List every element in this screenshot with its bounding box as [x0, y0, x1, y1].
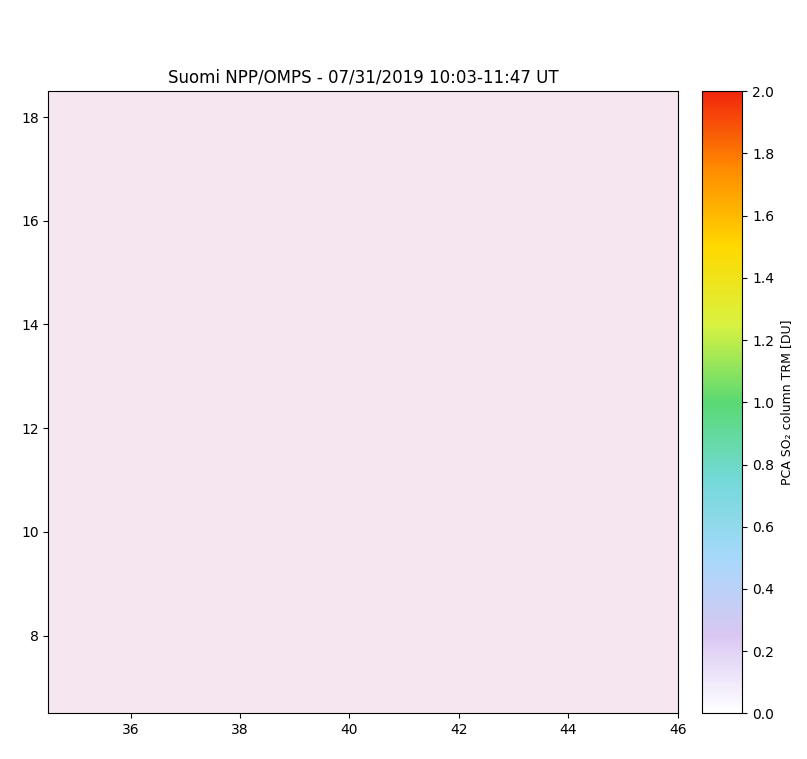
Title: Suomi NPP/OMPS - 07/31/2019 10:03-11:47 UT: Suomi NPP/OMPS - 07/31/2019 10:03-11:47 … — [168, 69, 558, 87]
Y-axis label: PCA SO₂ column TRM [DU]: PCA SO₂ column TRM [DU] — [780, 320, 792, 485]
